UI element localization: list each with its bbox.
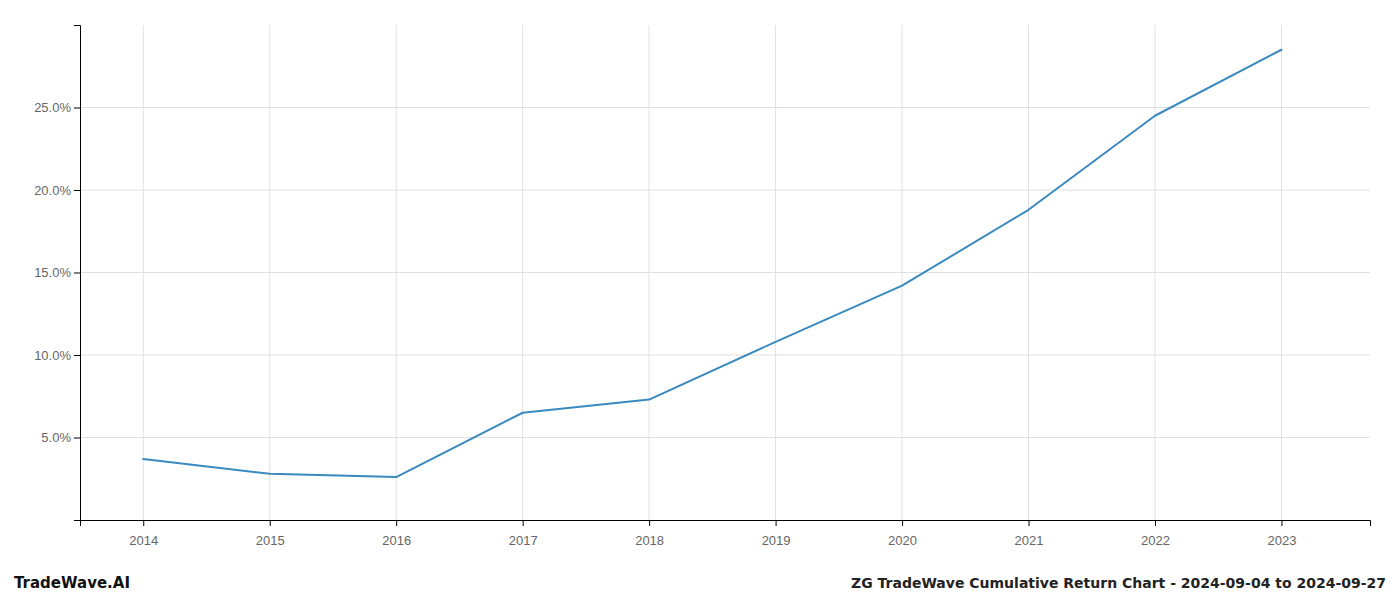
y-tick: 5.0% — [41, 430, 80, 445]
y-tick-label: 25.0% — [34, 100, 71, 115]
x-tick-mark — [1281, 520, 1282, 526]
x-tick-mark — [143, 520, 144, 526]
x-tick-label: 2020 — [888, 533, 917, 548]
x-tick-mark — [1155, 520, 1156, 526]
title: ZG TradeWave Cumulative Return Chart - 2… — [851, 575, 1386, 591]
x-tick-label: 2016 — [382, 533, 411, 548]
x-tick-mark — [902, 520, 903, 526]
x-tick: 2016 — [382, 520, 411, 548]
x-tick-label: 2019 — [762, 533, 791, 548]
grid-line-y — [80, 107, 1370, 108]
x-tick: 2023 — [1268, 520, 1297, 548]
y-tick-mark — [74, 273, 80, 274]
x-tick-mark — [523, 520, 524, 526]
x-axis-line — [81, 521, 1371, 527]
x-tick: 2021 — [1015, 520, 1044, 548]
x-tick-label: 2022 — [1141, 533, 1170, 548]
x-tick: 2014 — [129, 520, 158, 548]
y-tick-mark — [74, 190, 80, 191]
y-tick-label: 20.0% — [34, 183, 71, 198]
grid — [80, 25, 1370, 520]
x-axis: 2014 2015 2016 2017 2018 2019 2020 2021 2022 2023 — [81, 520, 1371, 548]
plot: 2014 2015 2016 2017 2018 2019 2020 2021 2022 2023… — [34, 25, 1370, 548]
y-tick: 15.0% — [34, 265, 80, 280]
x-tick-label: 2015 — [256, 533, 285, 548]
grid-line-y — [80, 437, 1370, 438]
x-tick-label: 2021 — [1015, 533, 1044, 548]
x-tick: 2015 — [256, 520, 285, 548]
y-tick-mark — [74, 438, 80, 439]
y-tick-mark — [74, 108, 80, 109]
x-tick-mark — [776, 520, 777, 526]
watermark: TradeWave.AI — [14, 574, 130, 592]
grid-line-y — [80, 190, 1370, 191]
x-tick-mark — [270, 520, 271, 526]
grid-line-y — [80, 355, 1370, 356]
x-tick-label: 2018 — [635, 533, 664, 548]
y-tick: 25.0% — [34, 100, 80, 115]
grid-line-y — [80, 272, 1370, 273]
y-tick-mark — [74, 355, 80, 356]
y-tick-label: 10.0% — [34, 348, 71, 363]
x-tick-label: 2014 — [129, 533, 158, 548]
y-axis-line — [74, 26, 81, 521]
x-tick: 2017 — [509, 520, 538, 548]
y-tick: 20.0% — [34, 183, 80, 198]
x-tick-mark — [1029, 520, 1030, 526]
marks — [143, 50, 1281, 477]
x-tick-label: 2017 — [509, 533, 538, 548]
y-tick-label: 15.0% — [34, 265, 71, 280]
y-tick: 10.0% — [34, 348, 80, 363]
chart: 2014 2015 2016 2017 2018 2019 2020 2021 2022 2023… — [0, 0, 1400, 600]
x-tick: 2018 — [635, 520, 664, 548]
x-tick: 2019 — [762, 520, 791, 548]
x-tick-mark — [649, 520, 650, 526]
x-tick-mark — [396, 520, 397, 526]
x-tick-label: 2023 — [1268, 533, 1297, 548]
y-tick-label: 5.0% — [41, 430, 71, 445]
x-tick: 2022 — [1141, 520, 1170, 548]
y-axis: 5.0% 10.0% 15.0% 20.0% 25.0% — [34, 26, 80, 521]
line — [143, 50, 1281, 477]
x-tick: 2020 — [888, 520, 917, 548]
